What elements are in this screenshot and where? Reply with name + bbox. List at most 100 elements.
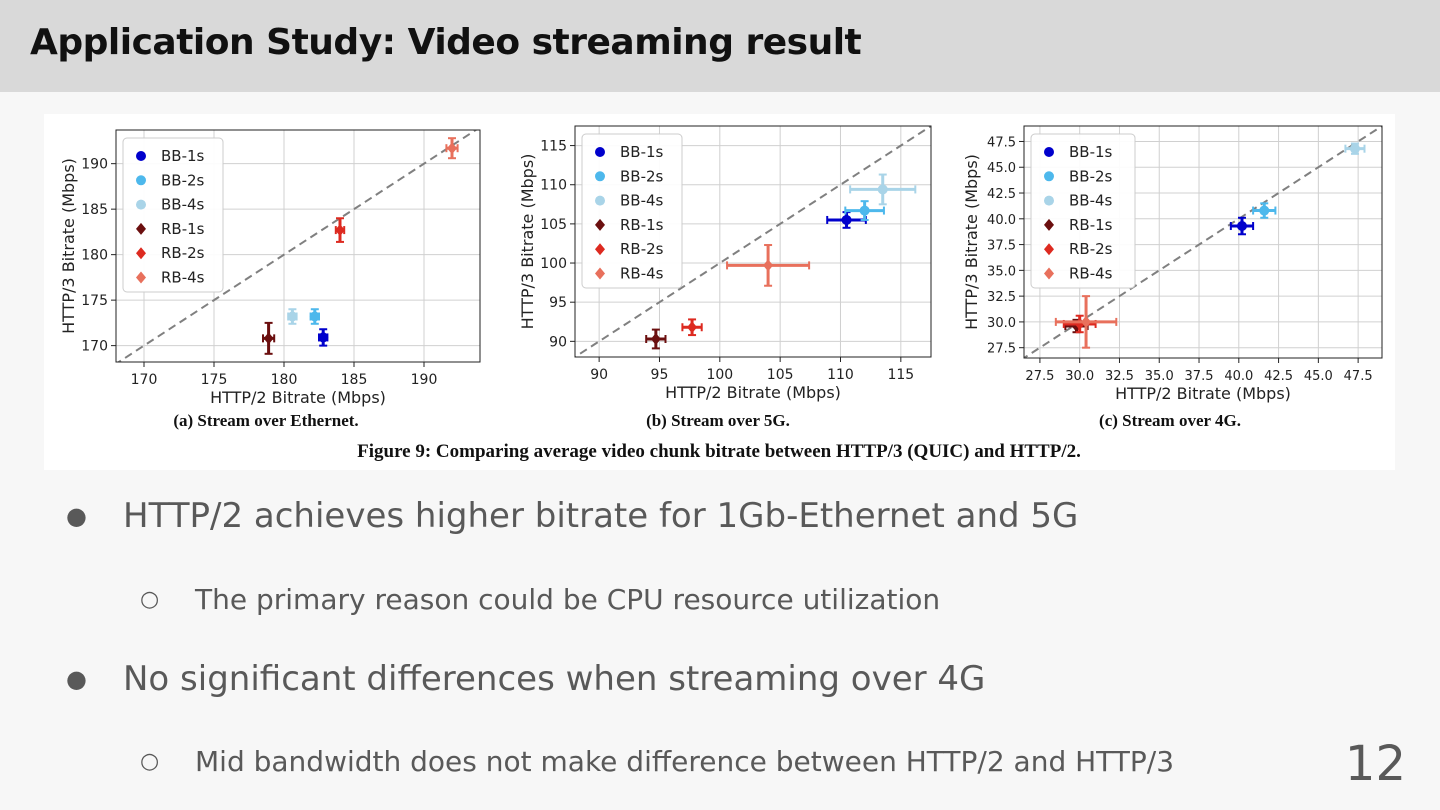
marker-circle xyxy=(1236,221,1247,232)
legend-marker xyxy=(136,222,146,235)
data-point-bb-4s xyxy=(849,173,917,206)
diagonal-line xyxy=(575,126,931,357)
x-tick-label: 175 xyxy=(201,372,228,388)
legend-marker xyxy=(1044,267,1054,280)
slide-title: Application Study: Video streaming resul… xyxy=(30,22,862,63)
legend-marker xyxy=(136,271,146,284)
sub-bullet-text: The primary reason could be CPU resource… xyxy=(195,583,941,616)
x-tick-label: 190 xyxy=(411,372,438,388)
y-tick-label: 40.0 xyxy=(987,213,1016,228)
x-tick-label: 95 xyxy=(651,367,669,383)
legend: BB-1s BB-2s BB-4s RB-1s RB-2s RB-4s xyxy=(122,137,224,293)
data-point-bb-1s xyxy=(1229,216,1255,236)
x-tick-label: 32.5 xyxy=(1105,369,1134,384)
bullet-item: ● No significant differences when stream… xyxy=(66,659,985,699)
legend-marker xyxy=(595,147,605,157)
legend-marker xyxy=(136,175,146,186)
sub-bullet-item: ○ The primary reason could be CPU resour… xyxy=(140,583,940,616)
data-point-bb-4s xyxy=(1344,142,1366,155)
x-tick-label: 115 xyxy=(887,367,914,383)
y-axis-label: HTTP/3 Bitrate (Mbps) xyxy=(59,158,78,334)
y-tick-label: 30.0 xyxy=(987,316,1016,331)
y-axis-label: HTTP/3 Bitrate (Mbps) xyxy=(962,154,981,330)
x-axis-label: HTTP/2 Bitrate (Mbps) xyxy=(210,388,386,407)
y-tick-label: 115 xyxy=(540,139,567,155)
y-tick-label: 180 xyxy=(81,248,108,264)
data-point-bb-2s xyxy=(844,200,885,221)
x-tick-label: 35.0 xyxy=(1145,369,1174,384)
legend: BB-1s BB-2s BB-4s RB-1s RB-2s RB-4s xyxy=(1030,133,1136,289)
marker-circle xyxy=(841,214,852,225)
legend-label: RB-4s xyxy=(620,265,664,283)
figure-svg: 170 175 180 185 190 170 175 180 185 190 HTTP/2 Bit… xyxy=(59,125,1383,462)
y-tick-label: 185 xyxy=(81,202,108,218)
data-point-rb-4s xyxy=(1054,295,1118,349)
legend-marker xyxy=(595,195,605,206)
x-tick-label: 185 xyxy=(341,372,368,388)
legend-label: BB-2s xyxy=(1069,167,1113,185)
data-point-rb-2s xyxy=(334,217,346,243)
sub-bullet-marker: ○ xyxy=(140,587,160,612)
legend-label: BB-4s xyxy=(620,192,664,210)
y-axis-label: HTTP/3 Bitrate (Mbps) xyxy=(518,154,537,330)
sub-bullet-item: ○ Mid bandwidth does not make difference… xyxy=(140,745,1174,778)
y-tick-label: 45.0 xyxy=(987,161,1016,176)
data-point-bb-4s xyxy=(287,308,298,325)
sub-bullet-marker: ○ xyxy=(140,749,160,774)
legend-marker xyxy=(136,247,146,260)
y-tick-label: 100 xyxy=(540,256,567,272)
marker-circle xyxy=(1349,143,1360,154)
data-point-rb-4s xyxy=(726,244,811,287)
page-number: 12 xyxy=(1344,736,1406,792)
legend-marker xyxy=(595,243,605,256)
x-axis-label: HTTP/2 Bitrate (Mbps) xyxy=(1115,384,1291,403)
legend-box xyxy=(581,133,683,289)
legend-marker xyxy=(1044,171,1054,182)
marker-circle xyxy=(309,311,320,322)
legend-label: BB-1s xyxy=(620,143,664,161)
x-tick-label: 105 xyxy=(767,367,794,383)
marker-diamond xyxy=(1081,315,1092,328)
data-point-bb-1s xyxy=(318,328,329,347)
bullet-text: HTTP/2 achieves higher bitrate for 1Gb-E… xyxy=(123,496,1079,536)
plot-frame xyxy=(574,125,932,358)
legend-label: BB-4s xyxy=(161,196,205,214)
bullet-text: No significant differences when streamin… xyxy=(123,659,986,699)
legend-label: BB-2s xyxy=(161,171,205,189)
x-tick-label: 90 xyxy=(590,367,608,383)
legend-marker xyxy=(1044,147,1054,157)
subcaption: (a) Stream over Ethernet. xyxy=(173,411,358,430)
legend-marker xyxy=(595,218,605,231)
x-tick-label: 30.0 xyxy=(1065,369,1094,384)
marker-circle xyxy=(877,184,888,195)
x-tick-label: 100 xyxy=(706,367,733,383)
data-point-rb-1s xyxy=(262,321,276,355)
legend-marker xyxy=(595,171,605,182)
legend-label: RB-4s xyxy=(1069,265,1113,283)
figure-caption: Figure 9: Comparing average video chunk … xyxy=(357,441,1081,462)
y-tick-label: 190 xyxy=(81,157,108,173)
subplot-2: 90 95 100 105 110 115 90 95 100 105 110 115 HTTP/2 B… xyxy=(518,125,932,430)
sub-bullet-text: Mid bandwidth does not make difference b… xyxy=(195,745,1175,778)
subplot-1: 170 175 180 185 190 170 175 180 185 190 HTTP/2 Bit… xyxy=(59,129,481,430)
y-tick-label: 42.5 xyxy=(987,187,1016,202)
legend-label: BB-2s xyxy=(620,167,664,185)
title-bar: Application Study: Video streaming resul… xyxy=(0,0,1440,92)
y-tick-label: 37.5 xyxy=(987,239,1016,254)
legend-marker xyxy=(136,151,146,161)
plot-frame xyxy=(115,129,481,363)
legend-label: BB-4s xyxy=(1069,192,1113,210)
marker-circle xyxy=(1259,205,1270,216)
y-tick-label: 90 xyxy=(549,334,567,350)
y-tick-label: 170 xyxy=(81,339,108,355)
y-tick-label: 110 xyxy=(540,178,567,194)
legend-label: RB-4s xyxy=(161,269,205,287)
figure: 170 175 180 185 190 170 175 180 185 190 HTTP/2 Bit… xyxy=(44,114,1395,470)
marker-circle xyxy=(287,311,298,322)
legend-marker xyxy=(136,199,146,210)
plot-frame xyxy=(1023,125,1383,359)
legend-marker xyxy=(595,267,605,280)
y-tick-label: 27.5 xyxy=(987,342,1016,357)
x-tick-label: 37.5 xyxy=(1185,369,1214,384)
legend-label: RB-1s xyxy=(1069,216,1113,234)
